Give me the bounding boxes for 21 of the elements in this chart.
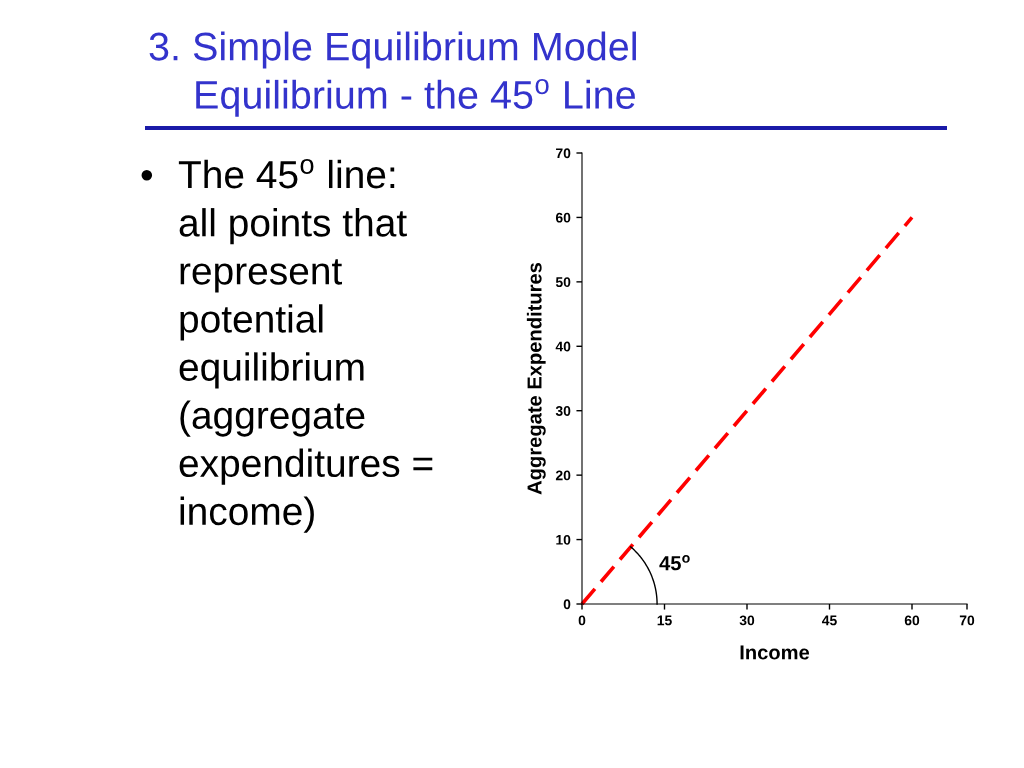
y-tick-label: 10	[556, 534, 571, 545]
y-axis-title: Aggregate Expenditures	[526, 262, 546, 495]
x-axis-title: Income	[740, 645, 810, 660]
y-tick-label: 60	[555, 212, 571, 223]
line-series	[580, 215, 914, 606]
y-tick-label: 70	[556, 148, 571, 159]
y-tick-label: 30	[555, 406, 571, 416]
x-tick-label: 30	[739, 615, 755, 626]
text: • The 45$^{o}$ line: all points that represent potential equilibrium (aggregate expenditures = income)	[141, 159, 433, 533]
x-tick-label: 70	[959, 615, 975, 626]
y-tick-label: 0	[563, 599, 571, 610]
x-tick-label: 0	[578, 615, 586, 626]
x-tick-label: 60	[904, 615, 920, 626]
chart-title: 3. Simple Equilibrium Model	[149, 31, 636, 69]
x-tick-label: 15	[657, 615, 672, 626]
y-tick-label: 20	[555, 470, 571, 481]
x-tick-label: 45	[821, 615, 837, 626]
y-tick-label: 40	[555, 341, 571, 352]
annotation: 45$^{o}$	[659, 555, 690, 571]
y-tick-label: 50	[555, 277, 571, 288]
chart-subtitle: Equilibrium - the 45$^{o}$ Line	[196, 79, 635, 117]
